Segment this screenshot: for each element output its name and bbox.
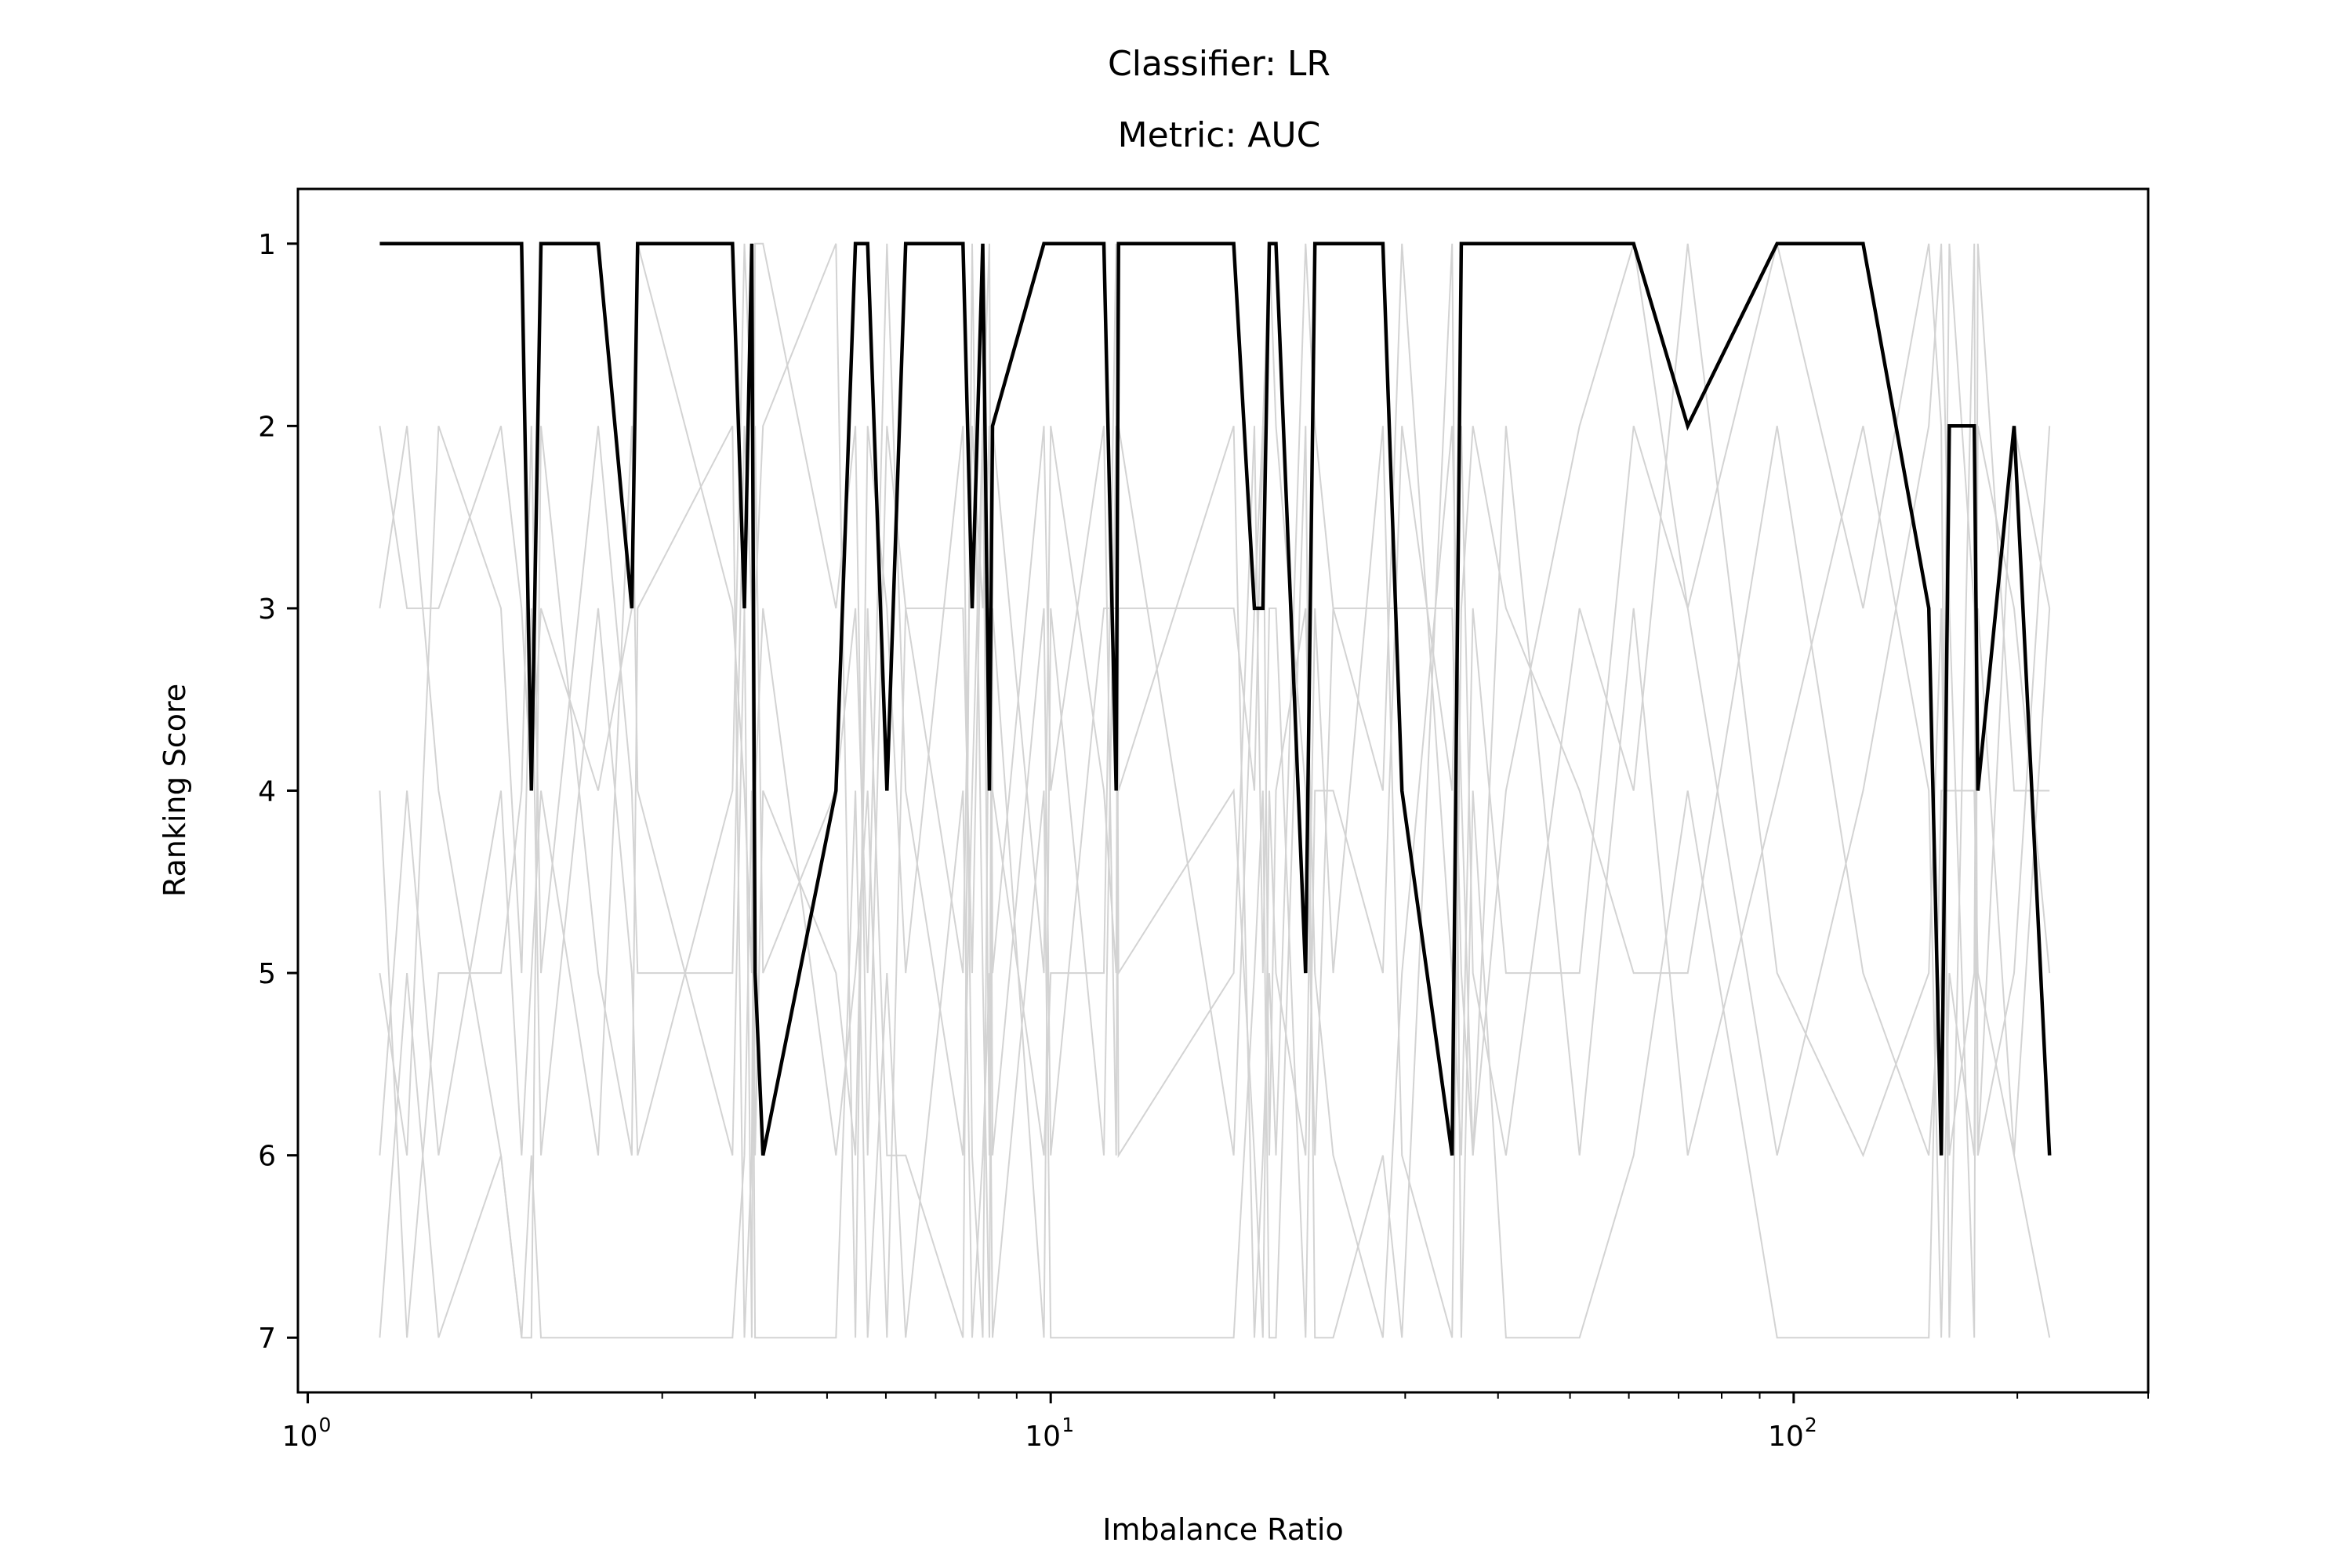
series-line-4 bbox=[379, 243, 2051, 1338]
chart-title-line-2: Metric: AUC bbox=[1118, 115, 1321, 155]
y-tick-label-3: 4 bbox=[258, 776, 276, 808]
y-tick-label-6: 7 bbox=[258, 1323, 276, 1355]
x-tick-label-2: 10 bbox=[1768, 1421, 1804, 1453]
y-tick-label-2: 3 bbox=[258, 593, 276, 626]
x-axis-ticks: 10 0 10 1 10 2 bbox=[282, 1392, 2149, 1453]
x-axis-label: Imbalance Ratio bbox=[1102, 1512, 1343, 1547]
y-tick-label-0: 1 bbox=[258, 229, 276, 261]
x-tick-exponent-1: 1 bbox=[1062, 1414, 1074, 1436]
x-tick-label-0: 10 bbox=[282, 1421, 318, 1453]
x-tick-exponent-0: 0 bbox=[319, 1414, 332, 1436]
series-layer bbox=[379, 241, 2052, 1339]
series-line-1 bbox=[379, 242, 2051, 1338]
series-line-2 bbox=[379, 243, 2050, 1339]
series-line-3 bbox=[379, 243, 2051, 1338]
chart-title-line-1: Classifier: LR bbox=[1108, 44, 1330, 84]
y-tick-label-5: 6 bbox=[258, 1141, 276, 1173]
y-axis-label: Ranking Score bbox=[158, 684, 192, 897]
series-line-highlight bbox=[379, 241, 2052, 1156]
x-tick-exponent-2: 2 bbox=[1805, 1414, 1817, 1436]
plot-frame bbox=[296, 187, 2150, 1394]
y-tick-label-1: 2 bbox=[258, 411, 276, 443]
series-line-6 bbox=[379, 243, 2051, 1339]
y-tick-label-4: 5 bbox=[258, 958, 276, 990]
series-line-5 bbox=[379, 243, 2051, 1338]
x-tick-label-1: 10 bbox=[1025, 1421, 1061, 1453]
y-axis-ticks: 1 2 3 4 5 6 7 bbox=[258, 229, 298, 1355]
